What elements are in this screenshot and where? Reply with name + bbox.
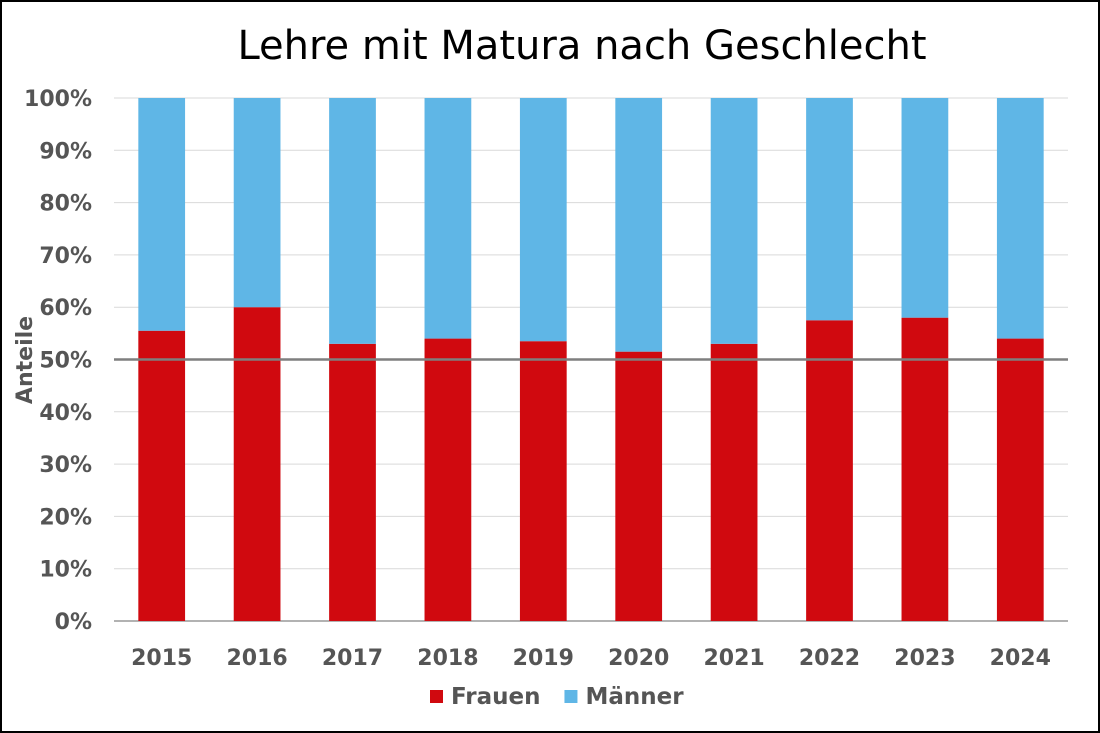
bar-maenner (519, 98, 567, 342)
bar-maenner (710, 98, 758, 344)
chart-title: Lehre mit Matura nach Geschlecht (237, 23, 926, 69)
bar-maenner (424, 98, 472, 339)
bar-frauen (710, 343, 758, 621)
y-axis-ticks: 0% 10% 20% 30% 40% 50% 60% 70% 80% 90% 100% (24, 87, 92, 635)
bar-maenner (615, 98, 663, 352)
x-tick-label: 2015 (131, 646, 192, 671)
x-tick-label: 2020 (608, 646, 669, 671)
y-tick-label: 70% (39, 244, 92, 269)
x-tick-label: 2023 (894, 646, 955, 671)
x-tick-label: 2018 (417, 646, 478, 671)
bar-maenner (233, 98, 281, 308)
bar-frauen (901, 317, 949, 621)
bar-frauen (996, 338, 1044, 621)
y-tick-label: 50% (39, 349, 92, 374)
x-tick-label: 2024 (990, 646, 1051, 671)
y-tick-label: 40% (39, 401, 92, 426)
x-tick-label: 2022 (799, 646, 860, 671)
y-tick-label: 0% (55, 610, 92, 635)
bar-maenner (806, 98, 853, 321)
bar-frauen (806, 320, 853, 621)
bar-frauen (519, 341, 567, 621)
legend: Frauen Männer (430, 684, 684, 710)
x-tick-label: 2021 (703, 646, 764, 671)
y-tick-label: 10% (39, 558, 92, 583)
y-tick-label: 100% (24, 87, 92, 112)
bar-maenner (996, 98, 1044, 339)
y-tick-label: 60% (39, 296, 92, 321)
x-tick-label: 2017 (322, 646, 383, 671)
y-tick-label: 80% (39, 192, 92, 217)
x-axis-ticks: 2015 2016 2017 2018 2019 2020 2021 2022 2023 2024 (131, 646, 1051, 671)
legend-label-frauen: Frauen (451, 684, 540, 710)
y-tick-label: 30% (39, 453, 92, 478)
x-tick-label: 2019 (513, 646, 574, 671)
bar-frauen (329, 343, 376, 621)
legend-label-maenner: Männer (585, 684, 684, 710)
y-tick-label: 90% (39, 139, 92, 164)
legend-swatch-frauen (430, 690, 443, 703)
bars (138, 98, 1044, 621)
legend-swatch-maenner (564, 690, 578, 703)
bar-maenner (901, 98, 949, 318)
bar-frauen (615, 351, 663, 621)
x-tick-label: 2016 (226, 646, 287, 671)
bar-maenner (329, 98, 376, 344)
bar-maenner (138, 98, 186, 331)
bar-frauen (138, 330, 186, 621)
y-axis-label: Anteile (13, 316, 38, 404)
bar-frauen (233, 307, 281, 621)
bar-frauen (424, 338, 472, 621)
y-tick-label: 20% (39, 505, 92, 530)
